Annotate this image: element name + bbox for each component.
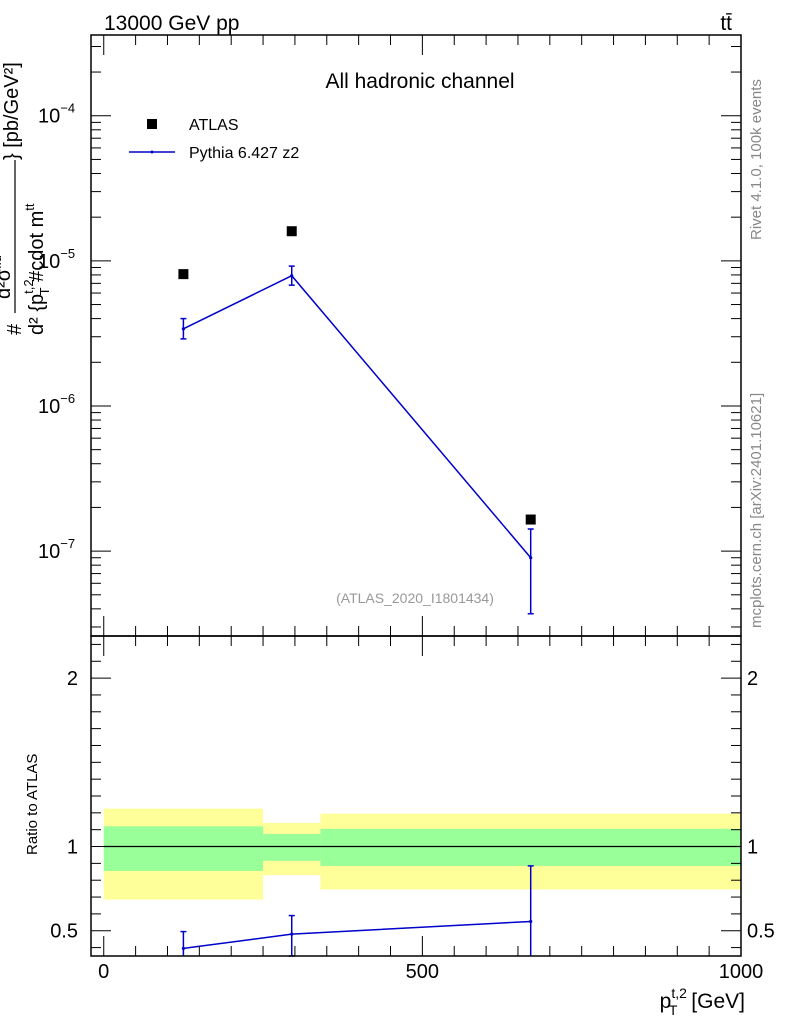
ylabel-denominator-sub: T bbox=[37, 287, 52, 295]
main-ytick-label-exp: −5 bbox=[60, 246, 75, 261]
ratio-pythia-point bbox=[529, 919, 533, 924]
ratio-xtick-label: 0 bbox=[98, 961, 109, 983]
ratio-ticks: 0.5 0.5 1 1 2 2 0 500 1000 bbox=[50, 636, 775, 983]
main-title: All hadronic channel bbox=[325, 70, 514, 93]
main-ytick-label: 10−4 bbox=[38, 101, 75, 128]
ratio-xtick-label: 1000 bbox=[719, 961, 764, 983]
ylabel-numerator-sup: fid bbox=[0, 255, 4, 269]
ratio-xtick-label: 500 bbox=[406, 961, 439, 983]
ratio-marks bbox=[103, 808, 741, 957]
pythia-point bbox=[181, 327, 186, 331]
ylabel-denominator: d² {p bbox=[26, 294, 48, 335]
main-ytick-label-exp: −7 bbox=[60, 536, 75, 551]
main-ticks: 10−710−610−510−4 bbox=[38, 35, 742, 636]
pythia-point bbox=[290, 274, 294, 278]
ratio-ytick-label-left: 1 bbox=[67, 837, 78, 859]
svg-text:d²σfid: d²σfid bbox=[0, 255, 15, 299]
legend: ATLAS Pythia 6.427 z2 bbox=[129, 117, 299, 162]
analysis-tag: (ATLAS_2020_I1801434) bbox=[336, 590, 494, 606]
header-right-label: tt̄ bbox=[720, 12, 732, 35]
xlabel-sub: T bbox=[669, 1002, 678, 1018]
ylabel-denominator-tail-sup: tt bbox=[22, 203, 37, 211]
xlabel-main: p bbox=[660, 990, 672, 1013]
svg-text:d² {pt,2T #cdot mtt: d² {pt,2T #cdot mtt bbox=[21, 203, 52, 335]
ratio-ytick-label-left: 0.5 bbox=[50, 921, 78, 943]
atlas-point bbox=[178, 269, 189, 280]
ylabel-hash: # bbox=[4, 323, 26, 335]
ratio-xlabel: pt,2 T [GeV] bbox=[660, 985, 745, 1018]
ratio-ytick-label-right: 0.5 bbox=[747, 921, 775, 943]
legend-pythia-label: Pythia 6.427 z2 bbox=[189, 145, 299, 162]
ratio-ytick-label-right: 2 bbox=[747, 668, 758, 690]
ratio-ytick-label-right: 1 bbox=[747, 837, 758, 859]
header-left-label: 13000 GeV pp bbox=[104, 12, 239, 35]
ylabel-unit: } [pb/GeV²] bbox=[1, 62, 23, 160]
mcplots-label: mcplots.cern.ch [arXiv:2401.10621] bbox=[748, 393, 765, 628]
main-ytick-label: 10−6 bbox=[38, 391, 75, 418]
ratio-pythia-point bbox=[290, 932, 294, 936]
ratio-band-green bbox=[320, 828, 741, 866]
pythia-point bbox=[529, 556, 533, 560]
ylabel-denominator-tail: #cdot m bbox=[26, 211, 48, 288]
atlas-point bbox=[525, 514, 536, 525]
ratio-ylabel: Ratio to ATLAS bbox=[24, 754, 41, 855]
ratio-ytick-label-left: 2 bbox=[67, 668, 78, 690]
main-ytick-label-base: 10 bbox=[38, 106, 60, 128]
main-ytick-label: 10−5 bbox=[38, 246, 75, 273]
main-plot-area: 10−710−610−510−4 All hadronic channel (A… bbox=[0, 34, 742, 637]
main-ytick-label-base: 10 bbox=[38, 541, 60, 563]
atlas-point bbox=[286, 226, 297, 237]
legend-atlas-label: ATLAS bbox=[189, 117, 239, 134]
main-ytick-label: 10−7 bbox=[38, 536, 75, 563]
ratio-pythia-point bbox=[181, 946, 186, 951]
svg-text:} [pb/GeV²]: } [pb/GeV²] bbox=[1, 62, 23, 160]
main-ytick-label-base: 10 bbox=[38, 251, 60, 273]
ratio-pythia-line bbox=[183, 920, 531, 950]
main-ytick-label-exp: −6 bbox=[60, 391, 75, 406]
rivet-label: Rivet 4.1.0, 100k events bbox=[748, 79, 765, 240]
main-marks bbox=[178, 226, 536, 615]
xlabel-unit: [GeV] bbox=[685, 990, 745, 1013]
main-ytick-label-base: 10 bbox=[38, 396, 60, 418]
ratio-band-green bbox=[103, 826, 264, 871]
main-ylabel: # d²σfid d² {pt,2T #cdot mtt } [pb/GeV²] bbox=[0, 62, 52, 335]
xlabel-sup: t,2 bbox=[671, 985, 687, 1001]
pythia-line bbox=[183, 274, 532, 559]
ratio-band-green bbox=[263, 833, 321, 861]
legend-atlas-marker bbox=[147, 119, 157, 129]
svg-text:#: # bbox=[4, 323, 26, 335]
legend-pythia-dot bbox=[150, 150, 154, 154]
ratio-frame bbox=[90, 635, 742, 957]
main-ytick-label-exp: −4 bbox=[60, 101, 75, 116]
ratio-plot-area: 0.5 0.5 1 1 2 2 0 500 1000 Ratio to ATLAS pt,2 T … bbox=[24, 635, 775, 1018]
ylabel-denominator-sup: t,2 bbox=[21, 279, 36, 293]
ylabel-numerator: d²σ bbox=[0, 268, 15, 299]
